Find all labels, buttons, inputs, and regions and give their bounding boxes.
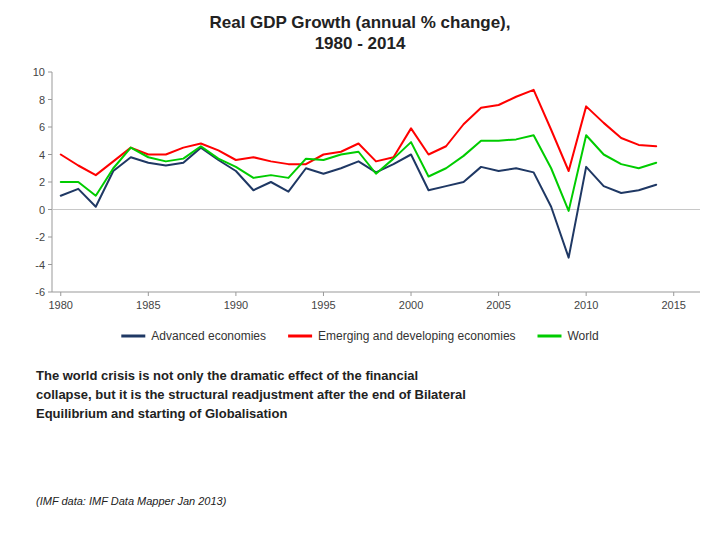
y-tick-label: 8 — [39, 94, 45, 106]
legend-item: Advanced economies — [121, 329, 266, 343]
y-tick — [48, 292, 52, 293]
x-tick — [673, 292, 674, 296]
y-tick — [48, 154, 52, 155]
x-tick — [60, 292, 61, 296]
legend: Advanced economies Emerging and developin… — [121, 329, 598, 343]
x-tick-label: 2000 — [399, 299, 423, 311]
zero-line — [52, 209, 700, 210]
axes: -6 -4 -2 0 2 4 6 8 10 1980 1985 1990 1995 2000 2005 201… — [33, 66, 700, 311]
x-tick — [498, 292, 499, 296]
y-tick-label: 2 — [39, 176, 45, 188]
y-tick — [48, 209, 52, 210]
footnote: (IMF data: IMF Data Mapper Jan 2013) — [36, 495, 227, 507]
x-tick — [323, 292, 324, 296]
x-tick-label: 1985 — [136, 299, 160, 311]
y-tick-label: 10 — [33, 66, 45, 78]
legend-swatch — [121, 335, 145, 338]
y-tick — [48, 182, 52, 183]
series-line — [61, 135, 656, 211]
title: Real GDP Growth (annual % change), 1980 -… — [209, 13, 510, 53]
x-tick-label: 1980 — [49, 299, 73, 311]
x-tick-label: 2015 — [661, 299, 685, 311]
series-line — [61, 148, 656, 258]
x-axis-line — [52, 292, 700, 293]
x-tick — [148, 292, 149, 296]
annotation-line: Equilibrium and starting of Globalisatio… — [36, 406, 287, 421]
y-tick-label: -6 — [35, 286, 45, 298]
y-tick-label: 0 — [39, 204, 45, 216]
x-tick-label: 2005 — [486, 299, 510, 311]
x-tick-label: 2010 — [574, 299, 598, 311]
y-tick — [48, 264, 52, 265]
y-tick-label: 4 — [39, 149, 45, 161]
y-tick — [48, 237, 52, 238]
legend-label: Advanced economies — [151, 329, 266, 343]
y-tick — [48, 127, 52, 128]
x-tick-label: 1990 — [224, 299, 248, 311]
title-line: Real GDP Growth (annual % change), — [209, 13, 510, 32]
plot-area — [61, 90, 656, 258]
y-tick-label: 6 — [39, 121, 45, 133]
annotation-line: The world crisis is not only the dramati… — [36, 368, 418, 383]
legend-item: Emerging and developing economies — [288, 329, 515, 343]
legend-label: World — [568, 329, 599, 343]
y-tick-label: -4 — [35, 259, 45, 271]
legend-label: Emerging and developing economies — [318, 329, 515, 343]
annotation: The world crisis is not only the dramati… — [36, 368, 466, 421]
title-line: 1980 - 2014 — [315, 34, 406, 53]
x-tick — [235, 292, 236, 296]
chart: Real GDP Growth (annual % change), 1980 -… — [0, 0, 720, 540]
x-tick — [586, 292, 587, 296]
x-tick-label: 1995 — [311, 299, 335, 311]
y-tick — [48, 99, 52, 100]
y-tick-label: -2 — [35, 231, 45, 243]
series-line — [61, 90, 656, 175]
legend-item: World — [538, 329, 599, 343]
legend-swatch — [288, 335, 312, 338]
annotation-line: collapse, but it is the structural readj… — [36, 387, 466, 402]
annotation-line: (IMF data: IMF Data Mapper Jan 2013) — [36, 495, 227, 507]
legend-swatch — [538, 335, 562, 338]
x-tick — [411, 292, 412, 296]
y-tick — [48, 72, 52, 73]
y-axis-line — [52, 72, 53, 292]
